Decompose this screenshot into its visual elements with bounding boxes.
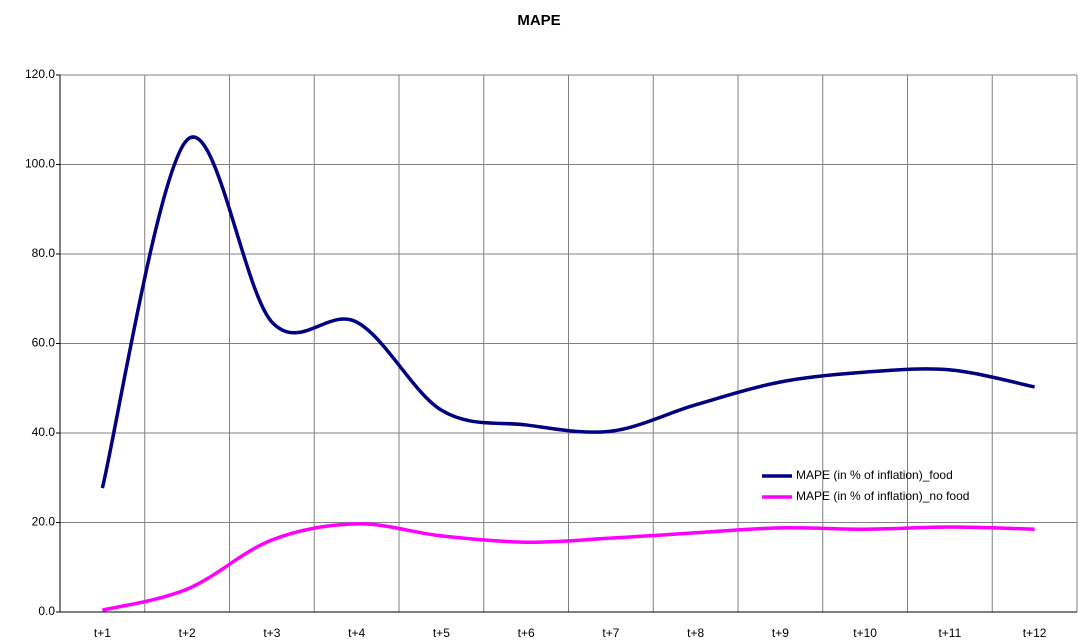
y-tick-label: 80.0 (32, 246, 56, 260)
x-tick-label: t+8 (687, 626, 704, 640)
y-tick-label: 120.0 (25, 67, 55, 81)
x-tick-label: t+6 (518, 626, 535, 640)
data-line (101, 522, 1035, 612)
x-tick-label: t+12 (1023, 626, 1047, 640)
y-tick-label: 40.0 (32, 425, 56, 439)
x-tick-label: t+5 (433, 626, 450, 640)
y-tick-label: 0.0 (38, 604, 55, 618)
x-tick-label: t+4 (348, 626, 365, 640)
x-tick-label: t+9 (772, 626, 789, 640)
x-tick-label: t+7 (602, 626, 619, 640)
y-tick-label: 100.0 (25, 157, 55, 171)
legend-label: MAPE (in % of inflation)_no food (796, 489, 969, 503)
x-tick-label: t+2 (179, 626, 196, 640)
chart-title: MAPE (517, 12, 560, 29)
x-tick-label: t+3 (263, 626, 280, 640)
x-tick-label: t+1 (94, 626, 111, 640)
y-tick-label: 20.0 (32, 515, 56, 529)
data-line (100, 135, 1035, 489)
x-tick-label: t+11 (938, 626, 961, 640)
y-tick-label: 60.0 (32, 336, 56, 350)
x-tick-label: t+10 (853, 626, 877, 640)
legend-label: MAPE (in % of inflation)_food (796, 468, 953, 482)
